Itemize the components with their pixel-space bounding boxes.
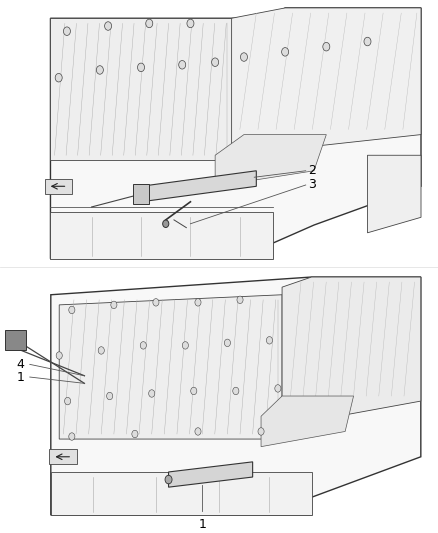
Circle shape: [140, 342, 146, 349]
Circle shape: [64, 27, 71, 35]
Circle shape: [323, 43, 330, 51]
Circle shape: [195, 298, 201, 306]
Circle shape: [98, 347, 104, 354]
Text: 1: 1: [198, 518, 206, 531]
Circle shape: [132, 430, 138, 438]
Circle shape: [191, 387, 197, 394]
Polygon shape: [51, 277, 421, 515]
Polygon shape: [133, 184, 149, 204]
Circle shape: [146, 19, 153, 28]
Polygon shape: [282, 277, 421, 426]
Circle shape: [55, 74, 62, 82]
Circle shape: [266, 337, 272, 344]
Polygon shape: [367, 155, 421, 233]
Polygon shape: [59, 295, 282, 439]
Circle shape: [233, 387, 239, 394]
Circle shape: [162, 220, 169, 228]
Polygon shape: [50, 18, 232, 160]
Circle shape: [69, 306, 75, 313]
Circle shape: [182, 342, 188, 349]
Circle shape: [282, 47, 289, 56]
Polygon shape: [169, 462, 253, 487]
Polygon shape: [50, 212, 273, 259]
Circle shape: [240, 53, 247, 61]
Polygon shape: [4, 330, 25, 351]
Circle shape: [187, 19, 194, 28]
Circle shape: [364, 37, 371, 46]
Circle shape: [237, 296, 243, 304]
Circle shape: [275, 385, 281, 392]
Circle shape: [56, 352, 62, 359]
Polygon shape: [215, 134, 326, 187]
Circle shape: [148, 390, 155, 397]
Text: 2: 2: [308, 164, 316, 177]
Circle shape: [195, 427, 201, 435]
Text: 3: 3: [308, 179, 316, 191]
Polygon shape: [141, 171, 256, 202]
Circle shape: [64, 398, 71, 405]
FancyBboxPatch shape: [45, 179, 72, 194]
Circle shape: [212, 58, 219, 67]
Polygon shape: [261, 396, 353, 447]
Circle shape: [224, 339, 230, 346]
Circle shape: [105, 22, 112, 30]
Polygon shape: [51, 472, 311, 515]
Circle shape: [258, 427, 264, 435]
Circle shape: [165, 475, 172, 484]
Circle shape: [69, 433, 75, 440]
Circle shape: [153, 298, 159, 306]
Circle shape: [96, 66, 103, 74]
Circle shape: [138, 63, 145, 71]
Polygon shape: [232, 8, 421, 155]
Circle shape: [106, 392, 113, 400]
Polygon shape: [50, 8, 421, 259]
Circle shape: [111, 301, 117, 309]
Circle shape: [179, 61, 186, 69]
Text: 4: 4: [17, 358, 25, 371]
Text: 1: 1: [17, 370, 25, 384]
FancyBboxPatch shape: [49, 449, 77, 464]
